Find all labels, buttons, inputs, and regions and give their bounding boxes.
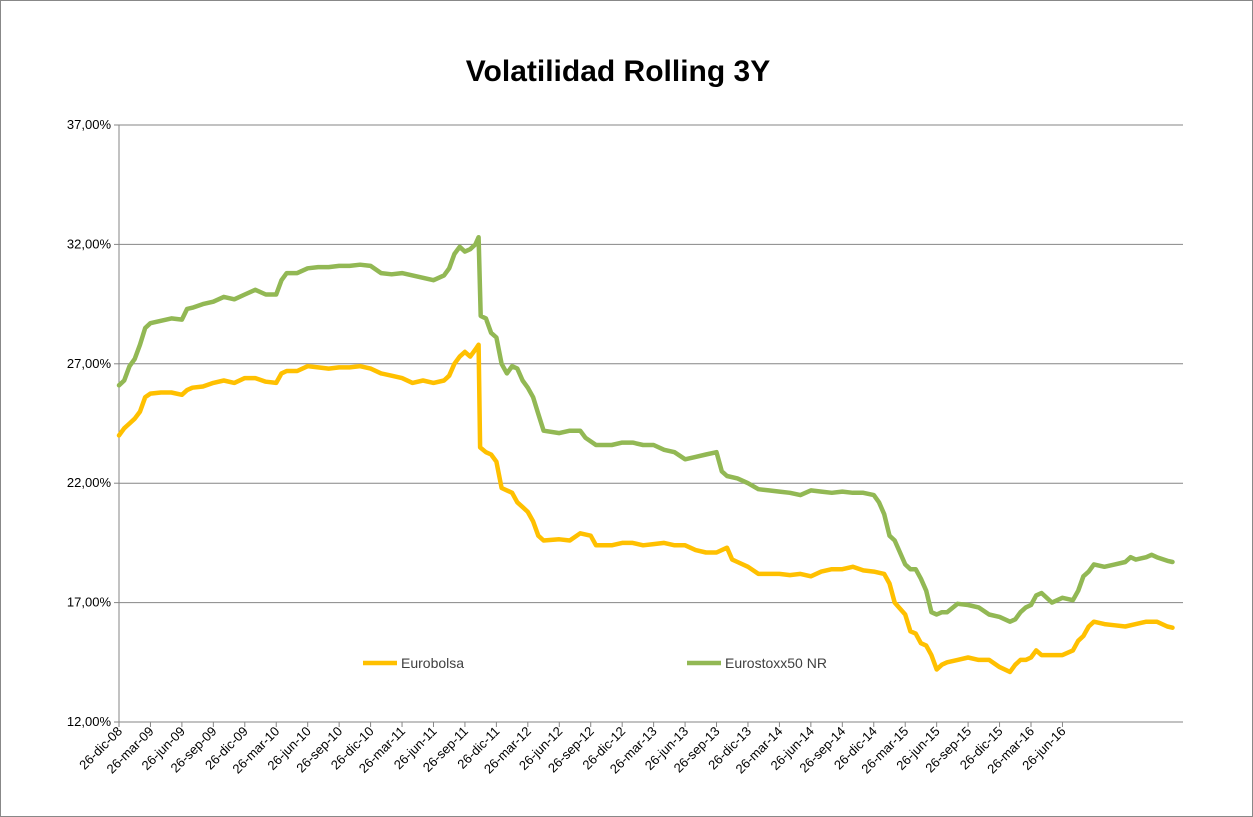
x-tick-labels: 26-dic-0826-mar-0926-jun-0926-sep-0926-d… (76, 722, 1069, 777)
y-tick-label: 17,00% (67, 595, 112, 610)
y-tick-label: 12,00% (67, 714, 112, 729)
legend: Eurobolsa Eurostoxx50 NR (363, 655, 827, 671)
series-lines (116, 234, 1175, 675)
y-tick-labels: 12,00% 17,00% 22,00% 27,00% 32,00% 37,00% (67, 117, 112, 729)
series-line-eurostoxx50 (116, 234, 1175, 624)
y-tick-label: 22,00% (67, 475, 112, 490)
gridlines (114, 124, 1183, 723)
y-tick-label: 37,00% (67, 117, 112, 132)
legend-label-eurostoxx50: Eurostoxx50 NR (725, 655, 827, 671)
chart-title: Volatilidad Rolling 3Y (466, 55, 770, 88)
y-tick-label: 27,00% (67, 356, 112, 371)
legend-label-eurobolsa: Eurobolsa (401, 655, 464, 671)
series-line-eurobolsa (116, 342, 1175, 675)
axes (118, 125, 1183, 723)
y-tick-label: 32,00% (67, 236, 112, 251)
